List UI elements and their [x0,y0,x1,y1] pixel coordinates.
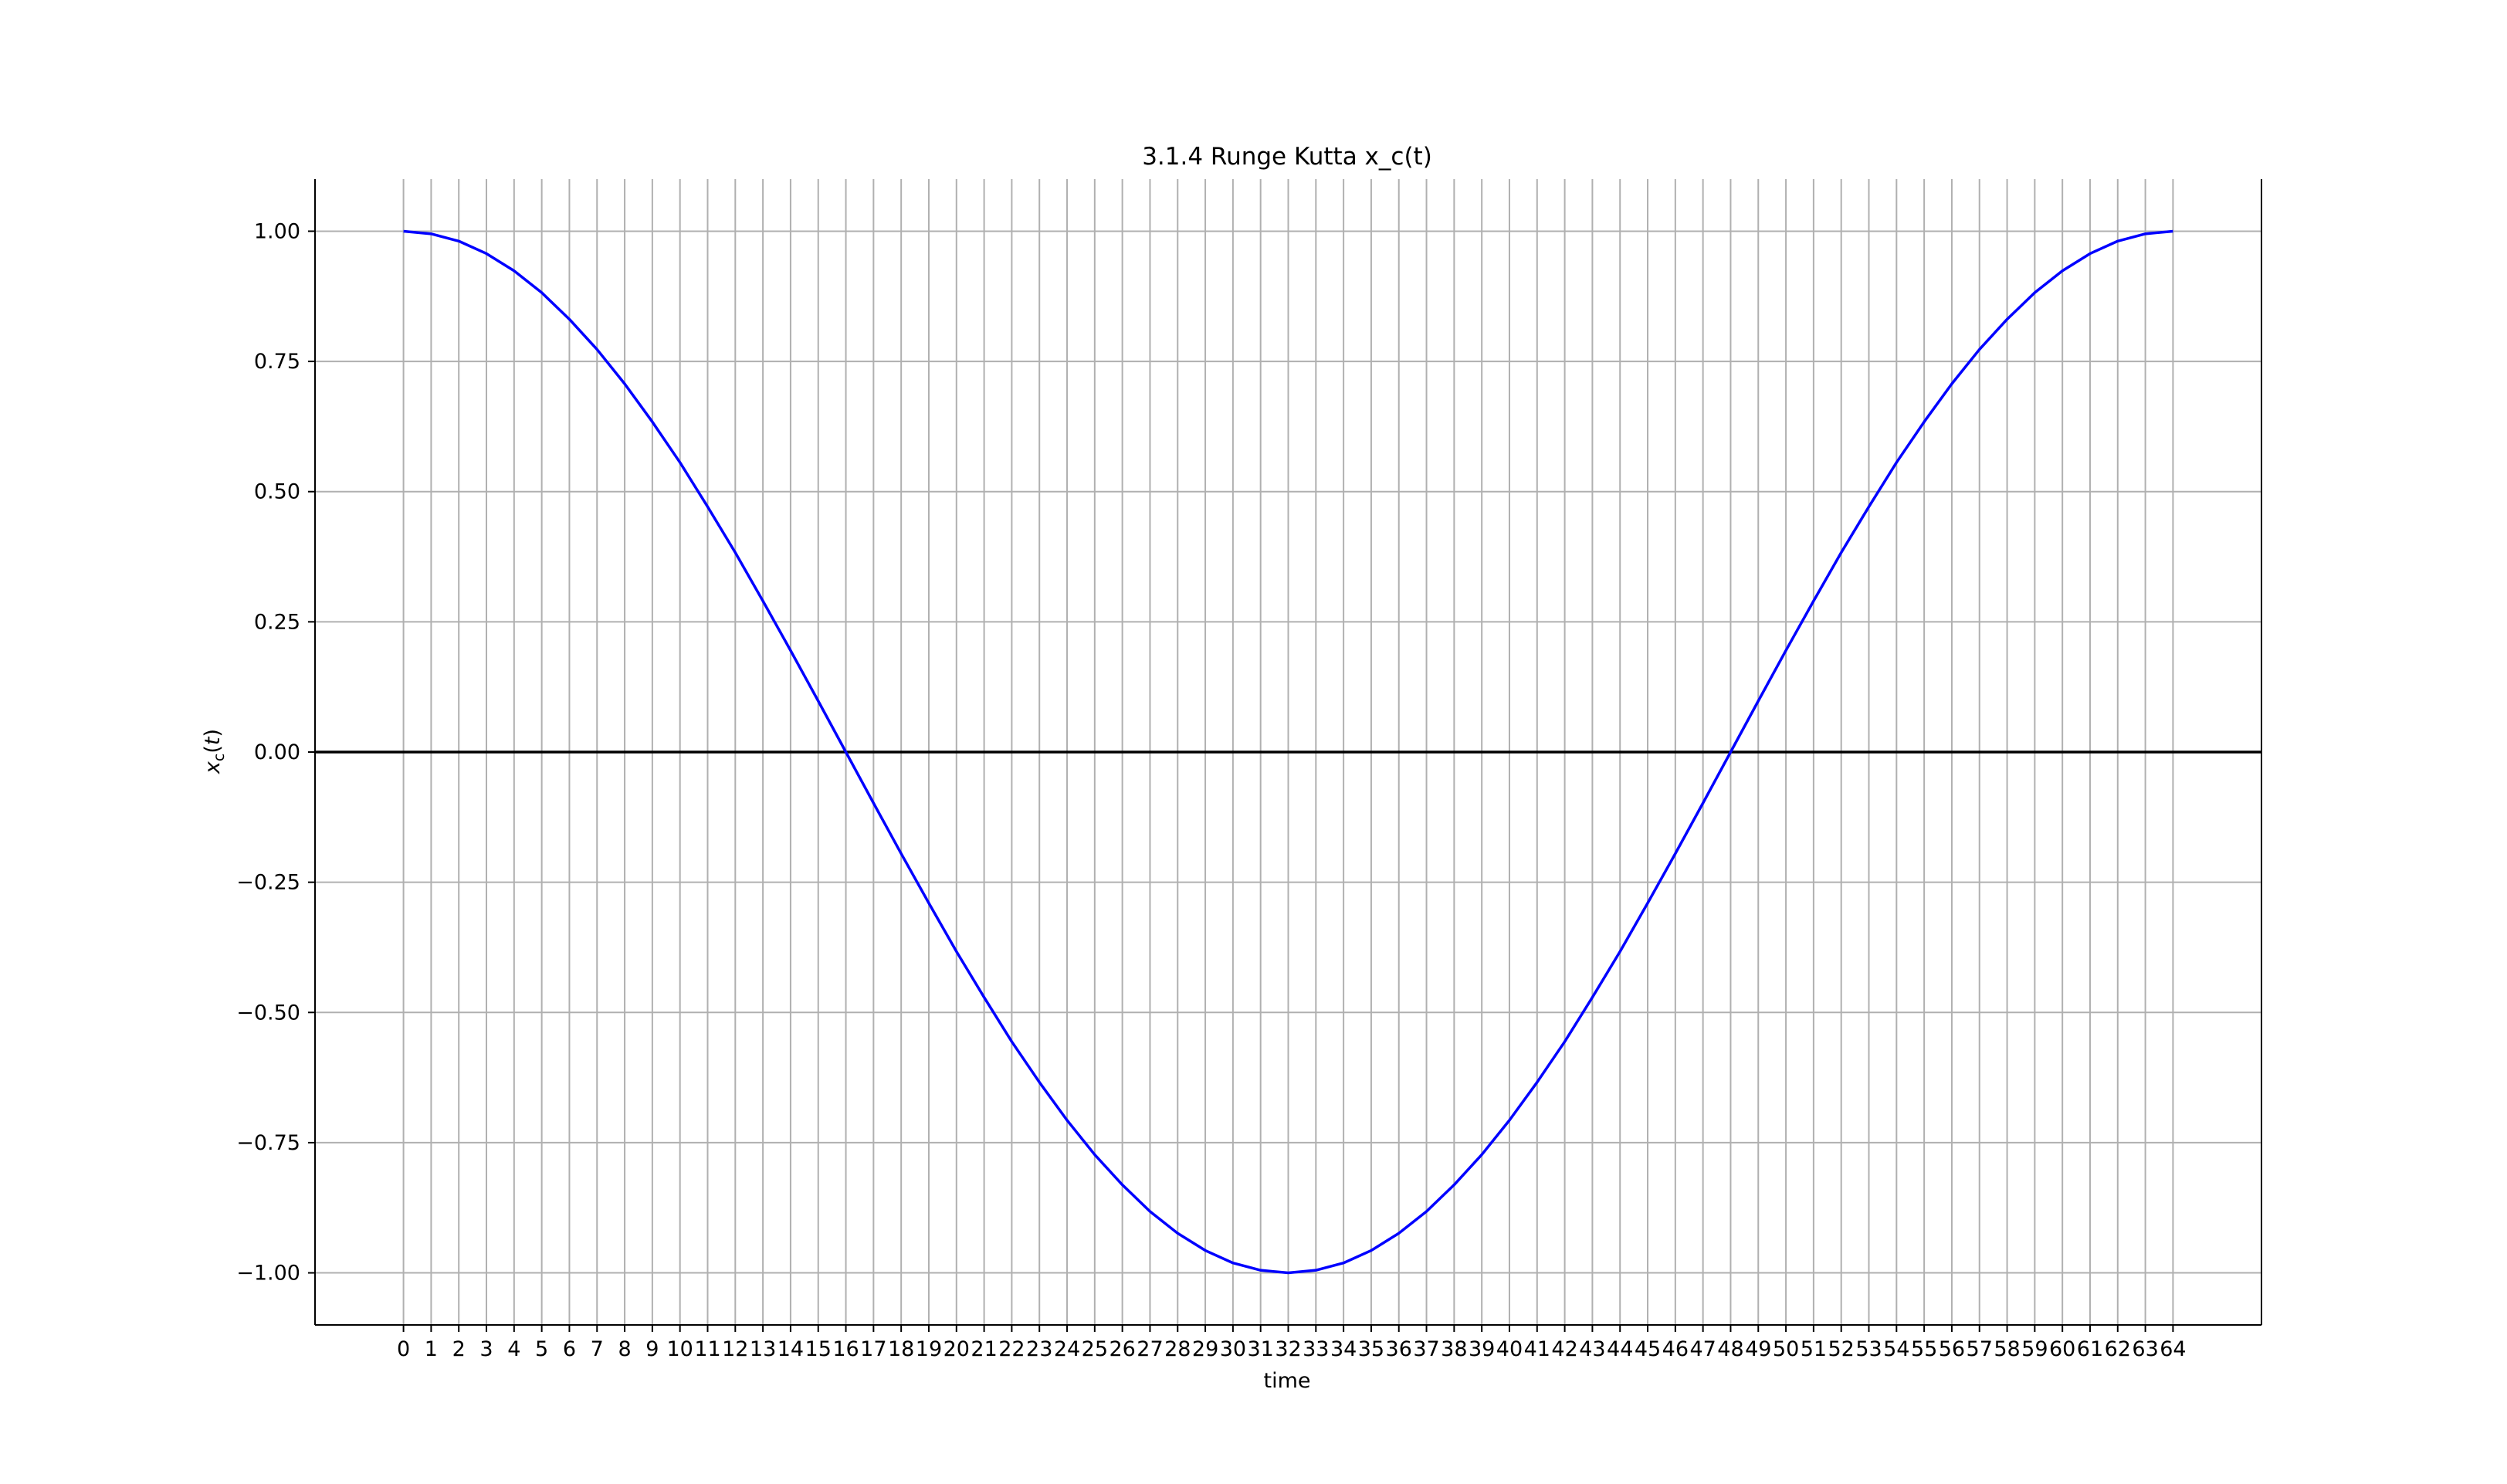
x-tick-label: 50 [1773,1337,1799,1361]
x-tick-label: 53 [1855,1337,1882,1361]
x-axis-label: time [1263,1369,1310,1393]
x-tick-label: 54 [1883,1337,1909,1361]
x-tick-label: 34 [1330,1337,1357,1361]
x-tick-label: 45 [1635,1337,1661,1361]
x-tick-label: 46 [1662,1337,1689,1361]
series-layer [403,229,2173,1275]
x-tick-label: 6 [563,1337,576,1361]
y-tick-label: −0.50 [236,1001,300,1025]
x-tick-label: 57 [1967,1337,1993,1361]
x-tick-label: 1 [425,1337,438,1361]
x-tick-label: 58 [1994,1337,2020,1361]
x-tick-label: 27 [1137,1337,1163,1361]
y-tick-label: 0.25 [254,610,300,634]
x-tick-label: 25 [1082,1337,1108,1361]
x-tick-label: 60 [2049,1337,2075,1361]
x-tick-label: 10 [667,1337,693,1361]
y-tick-label: 0.75 [254,350,300,374]
x-tick-label: 3 [479,1337,493,1361]
x-tick-label: 35 [1358,1337,1384,1361]
x-tick-label: 9 [645,1337,659,1361]
x-tick-label: 17 [860,1337,886,1361]
x-tick-label: 13 [750,1337,776,1361]
y-axis-ticks: 1.00 0.75 0.50 0.25 0.00 −0.25 −0.50 −0.75 −1.00 [236,219,315,1286]
y-tick-label: 0.50 [254,480,300,504]
x-tick-label: 2 [452,1337,466,1361]
x-tick-label: 39 [1469,1337,1495,1361]
x-tick-label: 20 [944,1337,970,1361]
x-tick-label: 5 [535,1337,548,1361]
x-tick-label: 11 [694,1337,720,1361]
x-tick-label: 21 [971,1337,997,1361]
x-tick-label: 23 [1026,1337,1052,1361]
x-tick-label: 38 [1441,1337,1467,1361]
x-tick-label: 19 [916,1337,942,1361]
x-tick-label: 30 [1220,1337,1246,1361]
x-tick-label: 0 [397,1337,410,1361]
x-tick-label: 18 [888,1337,914,1361]
x-tick-label: 8 [618,1337,631,1361]
x-tick-label: 41 [1524,1337,1550,1361]
y-tick-label: −0.75 [236,1131,300,1155]
x-tick-label: 4 [507,1337,520,1361]
x-tick-label: 56 [1939,1337,1965,1361]
x-tick-label: 44 [1607,1337,1633,1361]
x-tick-label: 52 [1828,1337,1855,1361]
y-tick-label: 0.00 [254,740,300,764]
x-tick-label: 14 [778,1337,804,1361]
x-tick-label: 48 [1717,1337,1743,1361]
x-tick-label: 42 [1551,1337,1577,1361]
x-tick-label: 33 [1303,1337,1329,1361]
series-line [403,229,2173,1275]
x-tick-label: 37 [1413,1337,1439,1361]
x-tick-label: 22 [998,1337,1025,1361]
x-tick-label: 49 [1745,1337,1771,1361]
x-tick-label: 64 [2160,1337,2186,1361]
x-tick-label: 43 [1579,1337,1605,1361]
x-tick-label: 63 [2132,1337,2158,1361]
x-tick-label: 62 [2105,1337,2131,1361]
x-tick-label: 51 [1801,1337,1827,1361]
x-tick-label: 7 [591,1337,604,1361]
x-tick-label: 12 [722,1337,748,1361]
x-tick-label: 47 [1689,1337,1716,1361]
x-tick-label: 61 [2077,1337,2103,1361]
x-tick-label: 26 [1109,1337,1135,1361]
x-tick-label: 40 [1496,1337,1523,1361]
x-tick-label: 16 [832,1337,859,1361]
y-tick-label: 1.00 [254,219,300,243]
x-tick-label: 36 [1386,1337,1412,1361]
x-tick-label: 55 [1911,1337,1937,1361]
x-tick-label: 31 [1248,1337,1274,1361]
x-tick-label: 59 [2021,1337,2048,1361]
y-axis-label: xc(t) [201,729,228,774]
x-tick-label: 15 [805,1337,832,1361]
x-tick-label: 29 [1192,1337,1218,1361]
x-axis-ticks: 0 1 2 3 4 5 6 7 8 9 10 11 12 13 14 15 16 17 18 19 20 21 22 23 24… [397,1325,2187,1361]
y-tick-label: −0.25 [236,871,300,895]
x-tick-label: 24 [1054,1337,1080,1361]
x-tick-label: 28 [1164,1337,1191,1361]
x-tick-label: 32 [1275,1337,1301,1361]
y-tick-label: −1.00 [236,1262,300,1286]
chart-title: 3.1.4 Runge Kutta x_c(t) [1142,143,1432,171]
